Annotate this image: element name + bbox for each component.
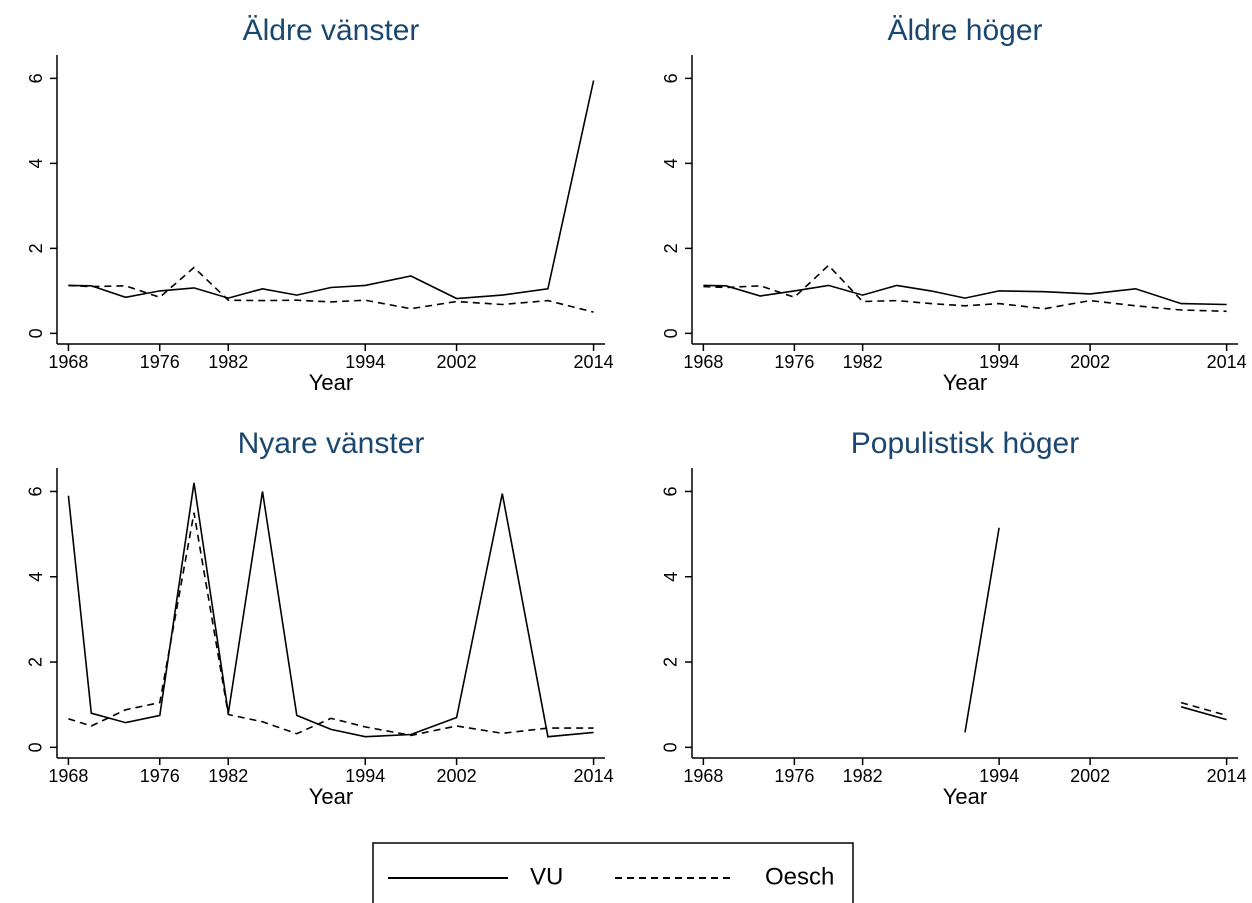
x-axis-title: Year [309,370,353,395]
x-tick-label: 1982 [843,352,883,372]
series-line [68,512,594,737]
y-tick-label: 0 [661,328,681,338]
x-tick-label: 1968 [683,352,723,372]
x-tick-label: 1994 [345,352,385,372]
x-tick-label: 2014 [574,352,614,372]
y-tick-label: 0 [26,328,46,338]
x-axis-title: Year [943,784,987,809]
y-tick-label: 0 [661,742,681,752]
y-tick-label: 4 [661,158,681,168]
series-line [703,264,1227,313]
y-tick-label: 0 [26,742,46,752]
series-line [67,482,594,738]
y-tick-label: 6 [661,486,681,496]
y-tick-label: 2 [661,657,681,667]
x-axis-title: Year [309,784,353,809]
x-tick-label: 2002 [437,766,477,786]
x-tick-label: 1976 [774,352,814,372]
x-tick-label: 2002 [1070,766,1110,786]
x-tick-label: 2014 [574,766,614,786]
series-line [1180,701,1227,717]
y-tick-label: 4 [26,572,46,582]
y-tick-label: 6 [661,73,681,83]
x-tick-label: 2014 [1207,352,1247,372]
x-tick-label: 1994 [979,766,1019,786]
x-tick-label: 1982 [843,766,883,786]
legend-label: VU [530,863,563,890]
legend-box [372,842,854,903]
panel-title: Äldre höger [887,14,1042,47]
y-tick-label: 2 [661,243,681,253]
series-line [68,266,594,313]
x-tick-label: 1976 [774,766,814,786]
x-tick-label: 1968 [48,766,88,786]
x-tick-label: 1976 [140,352,180,372]
x-tick-label: 1982 [208,352,248,372]
panel-title: Äldre vänster [243,14,420,47]
x-tick-label: 2014 [1207,766,1247,786]
series-line [68,80,595,300]
legend-label: Oesch [765,863,834,890]
y-tick-label: 4 [26,158,46,168]
y-tick-label: 6 [26,73,46,83]
series-line [703,284,1227,306]
x-tick-label: 1968 [48,352,88,372]
series-line [964,527,1227,733]
x-tick-label: 1968 [683,766,723,786]
y-tick-label: 4 [661,572,681,582]
x-tick-label: 2002 [1070,352,1110,372]
x-tick-label: 1994 [345,766,385,786]
x-tick-label: 1982 [208,766,248,786]
y-tick-label: 2 [26,243,46,253]
y-tick-label: 6 [26,486,46,496]
panel-title: Nyare vänster [238,427,425,460]
x-tick-label: 1976 [140,766,180,786]
y-tick-label: 2 [26,657,46,667]
panel-title: Populistisk höger [851,427,1079,460]
x-tick-label: 2002 [437,352,477,372]
x-tick-label: 1994 [979,352,1019,372]
x-axis-title: Year [943,370,987,395]
